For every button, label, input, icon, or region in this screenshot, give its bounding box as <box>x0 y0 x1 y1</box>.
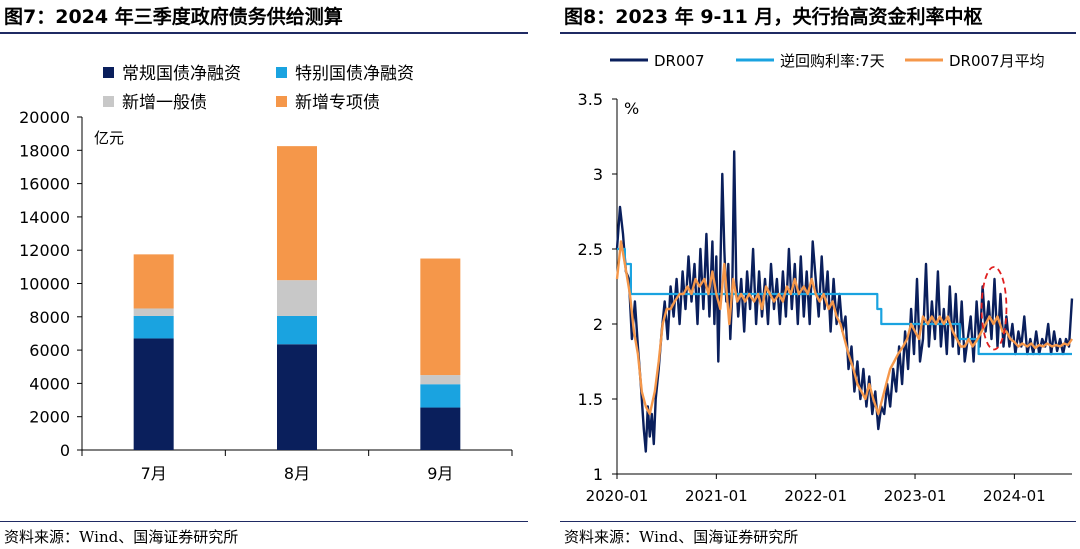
bar-segment <box>420 384 461 408</box>
legend-swatch <box>276 96 287 107</box>
line-chart: 1 1.5 2 2.5 3 3.5 % 2020-01 2021-01 2022-01 2023-0… <box>578 52 1074 505</box>
bar-segment <box>420 258 461 376</box>
y-tick-label: 2.5 <box>578 240 603 259</box>
left-source-note: 资料来源：Wind、国海证券研究所 <box>4 528 239 546</box>
stacked-bar-chart: 0 2000 4000 6000 8000 10000 12000 14000 16000 180… <box>19 64 513 483</box>
y-tick-label: 6000 <box>29 341 70 360</box>
x-tick-label: 2022-01 <box>784 487 847 505</box>
x-tick-label: 2024-01 <box>983 487 1046 505</box>
x-tick-label: 8月 <box>284 464 310 483</box>
y-tick-label: 14000 <box>19 208 70 227</box>
legend-swatch <box>103 96 114 107</box>
y-tick-label: 1.5 <box>578 390 603 409</box>
y-tick-label: 2 <box>593 315 603 334</box>
bar-segment <box>420 375 461 385</box>
bar-segment <box>133 338 174 450</box>
y-tick-label: 16000 <box>19 175 70 194</box>
series-line-dr007 <box>615 150 1074 453</box>
highlight-ellipse <box>980 266 1008 351</box>
legend-label: 逆回购利率:7天 <box>780 52 885 70</box>
x-tick-label: 9月 <box>427 464 453 483</box>
right-figure: 图8：2023 年 9-11 月，央行抬高资金利率中枢 1 1.5 2 2.5 3 3.5… <box>560 0 1080 549</box>
left-figure: 图7：2024 年三季度政府债务供给测算 0 2000 4000 6000 8000 10… <box>0 0 530 549</box>
y-tick-label: 20000 <box>19 108 70 127</box>
y-tick-label: 3.5 <box>578 90 603 109</box>
legend-label: 特别国债净融资 <box>295 64 414 84</box>
y-unit-label: 亿元 <box>94 129 124 147</box>
legend-swatch <box>103 67 114 78</box>
legend-label: DR007 <box>654 52 705 70</box>
series-line-dr007-monthly-avg <box>615 240 1073 416</box>
y-tick-label: 3 <box>593 165 603 184</box>
right-figure-title: 图8：2023 年 9-11 月，央行抬高资金利率中枢 <box>564 6 983 28</box>
legend-label: 新增一般债 <box>122 93 207 113</box>
y-tick-label: 2000 <box>29 408 70 427</box>
x-tick-label: 2021-01 <box>685 487 748 505</box>
x-tick-label: 7月 <box>141 464 167 483</box>
left-title-rule <box>0 32 528 34</box>
right-bottom-rule <box>560 521 1076 522</box>
legend-label: 常规国债净融资 <box>122 64 241 84</box>
bar-segment <box>277 146 317 281</box>
bar-segment <box>277 344 317 450</box>
bar-segment <box>277 280 317 316</box>
y-tick-label: 18000 <box>19 141 70 160</box>
bar-segment <box>133 315 174 339</box>
bar-segment <box>133 308 174 316</box>
left-figure-title: 图7：2024 年三季度政府债务供给测算 <box>4 6 343 28</box>
y-tick-label: 8000 <box>29 308 70 327</box>
y-tick-label: 0 <box>60 441 70 460</box>
x-tick-label: 2020-01 <box>586 487 649 505</box>
legend-swatch <box>276 67 287 78</box>
bar-segment <box>420 407 461 450</box>
right-source-note: 资料来源：Wind、国海证券研究所 <box>564 528 799 546</box>
y-tick-label: 10000 <box>19 275 70 294</box>
y-tick-label: 1 <box>593 465 603 484</box>
bar-segment <box>277 315 317 345</box>
x-tick-label: 2023-01 <box>884 487 947 505</box>
legend-label: DR007月平均 <box>949 52 1045 70</box>
y-tick-label: 12000 <box>19 241 70 260</box>
legend-label: 新增专项债 <box>295 93 380 113</box>
bar-segment <box>133 254 174 309</box>
left-bottom-rule <box>0 521 528 522</box>
y-tick-label: 4000 <box>29 374 70 393</box>
right-title-rule <box>560 32 1076 34</box>
y-unit-label: % <box>624 99 639 118</box>
